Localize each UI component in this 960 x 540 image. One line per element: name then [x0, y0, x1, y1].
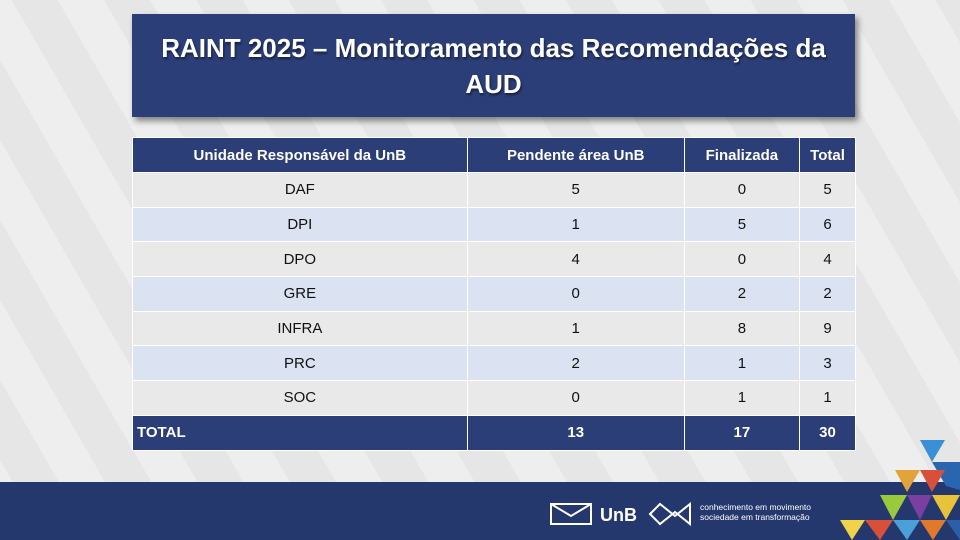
table-cell: 0	[683, 172, 801, 208]
table-cell: 1	[683, 345, 801, 382]
column-header: Unidade Responsável da UnB	[132, 137, 468, 173]
total-cell: TOTAL	[132, 414, 468, 451]
table-cell: 2	[799, 276, 856, 312]
table-row: DPI 1 5 6	[132, 206, 856, 243]
slogan-line: sociedade em transformação	[700, 512, 810, 522]
title-box: RAINT 2025 – Monitoramento das Recomenda…	[132, 14, 855, 117]
table-cell: 4	[466, 241, 685, 278]
table-row: PRC 2 1 3	[132, 345, 856, 382]
table-cell: 0	[466, 380, 685, 416]
slogan-line: conhecimento em movimento	[700, 502, 811, 512]
column-header: Pendente área UnB	[466, 137, 685, 173]
table-cell: INFRA	[132, 310, 468, 347]
table-cell: 0	[683, 241, 801, 278]
table-row: DAF 5 0 5	[132, 172, 856, 208]
table-cell: 3	[799, 345, 856, 382]
total-cell: 30	[799, 414, 856, 451]
slogan-icon	[648, 501, 691, 527]
table-cell: 2	[683, 276, 801, 312]
unb-icon	[550, 503, 592, 525]
total-cell: 13	[466, 414, 685, 451]
total-cell: 17	[683, 414, 801, 451]
table-cell: 5	[683, 206, 801, 243]
table-cell: 1	[683, 380, 801, 416]
table-cell: DPO	[132, 241, 468, 278]
table-row: SOC 0 1 1	[132, 380, 856, 416]
footer: UnB conhecimento em movimento sociedade …	[0, 482, 960, 540]
table-cell: SOC	[132, 380, 468, 416]
total-row: TOTAL 13 17 30	[132, 414, 856, 451]
table-row: DPO 4 0 4	[132, 241, 856, 278]
decoration	[840, 440, 960, 540]
table-cell: GRE	[132, 276, 468, 312]
table-cell: PRC	[132, 345, 468, 382]
data-table: Unidade Responsável da UnB Pendente área …	[132, 137, 856, 451]
table-cell: 0	[466, 276, 685, 312]
table-cell: 5	[466, 172, 685, 208]
table-cell: 4	[799, 241, 856, 278]
table-row: INFRA 1 8 9	[132, 310, 856, 347]
logo-text: UnB	[600, 505, 637, 525]
table-cell: 8	[683, 310, 801, 347]
table-cell: 6	[799, 206, 856, 243]
table-cell: 9	[799, 310, 856, 347]
table-cell: 5	[799, 172, 856, 208]
header-row: Unidade Responsável da UnB Pendente área …	[132, 137, 856, 173]
table-cell: 1	[466, 310, 685, 347]
column-header: Finalizada	[683, 137, 801, 173]
table-cell: 2	[466, 345, 685, 382]
table-cell: DAF	[132, 172, 468, 208]
table-cell: 1	[799, 380, 856, 416]
table-cell: 1	[466, 206, 685, 243]
footer-graphics: UnB conhecimento em movimento sociedade …	[550, 501, 811, 527]
column-header: Total	[799, 137, 856, 173]
table-row: GRE 0 2 2	[132, 276, 856, 312]
slide-title: RAINT 2025 – Monitoramento das Recomenda…	[161, 32, 826, 99]
table-cell: DPI	[132, 206, 468, 243]
